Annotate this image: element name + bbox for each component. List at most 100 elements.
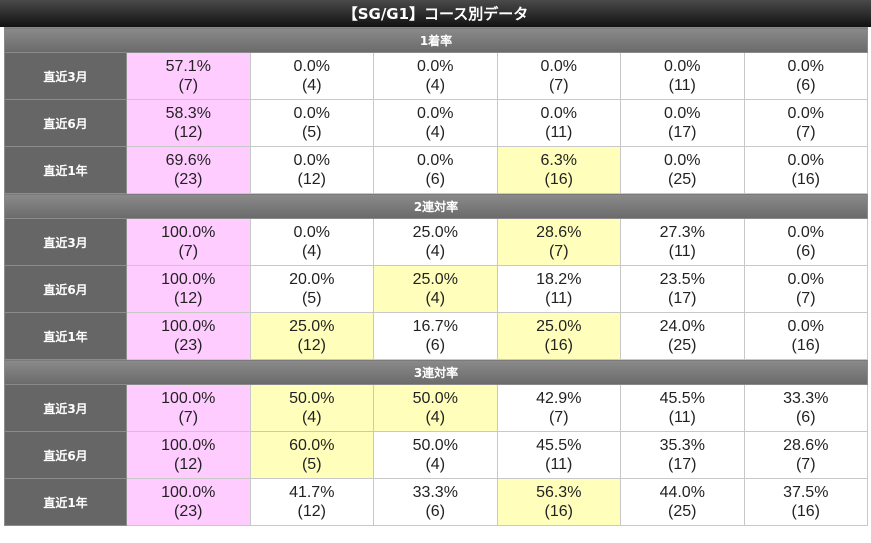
row-label: 直近3月 <box>4 384 127 432</box>
race-count: (17) <box>668 124 697 141</box>
race-count: (7) <box>178 243 199 260</box>
percentage-value: 0.0% <box>664 58 701 75</box>
race-count: (23) <box>174 337 203 354</box>
percentage-value: 58.3% <box>165 105 211 122</box>
stat-cell: 100.0% (12) <box>126 265 251 313</box>
stat-cell: 42.9% (7) <box>496 384 621 432</box>
table-row: 直近3月 57.1% (7) 0.0% (4) 0.0% (4) 0.0% (7) 0.0% (11… <box>4 52 868 100</box>
race-count: (6) <box>425 171 446 188</box>
race-count: (11) <box>545 290 573 307</box>
stat-cell: 58.3% (12) <box>126 99 251 147</box>
race-count: (11) <box>545 124 573 141</box>
stat-cell: 0.0% (7) <box>496 52 621 100</box>
race-count: (4) <box>301 77 322 94</box>
percentage-value: 33.3% <box>783 390 829 407</box>
race-count: (6) <box>425 503 446 520</box>
percentage-value: 0.0% <box>787 224 824 241</box>
percentage-value: 44.0% <box>659 484 705 501</box>
panel-title: 【SG/G1】コース別データ <box>0 0 871 27</box>
stat-cell: 56.3% (16) <box>496 478 621 526</box>
stat-cell: 100.0% (7) <box>126 384 251 432</box>
race-count: (12) <box>174 124 203 141</box>
race-count: (7) <box>178 409 199 426</box>
stat-cell: 0.0% (7) <box>743 99 868 147</box>
race-count: (23) <box>174 503 203 520</box>
percentage-value: 0.0% <box>417 58 454 75</box>
race-count: (7) <box>795 290 816 307</box>
stat-cell: 0.0% (6) <box>743 218 868 266</box>
percentage-value: 100.0% <box>161 318 216 335</box>
race-count: (16) <box>544 337 573 354</box>
race-count: (7) <box>548 243 569 260</box>
percentage-value: 50.0% <box>289 390 335 407</box>
race-count: (11) <box>668 77 696 94</box>
stat-cell: 0.0% (5) <box>249 99 374 147</box>
stat-cell: 0.0% (16) <box>743 312 868 360</box>
percentage-value: 25.0% <box>412 271 458 288</box>
race-count: (7) <box>795 124 816 141</box>
row-label: 直近6月 <box>4 431 127 479</box>
stat-cell: 0.0% (4) <box>249 52 374 100</box>
percentage-value: 69.6% <box>165 152 211 169</box>
percentage-value: 100.0% <box>161 484 216 501</box>
stat-cell: 60.0% (5) <box>249 431 374 479</box>
race-count: (25) <box>668 337 697 354</box>
stat-cell: 25.0% (16) <box>496 312 621 360</box>
percentage-value: 28.6% <box>783 437 829 454</box>
percentage-value: 56.3% <box>536 484 582 501</box>
race-count: (12) <box>297 171 326 188</box>
percentage-value: 100.0% <box>161 271 216 288</box>
section-title: 1着率 <box>4 27 868 53</box>
percentage-value: 45.5% <box>659 390 705 407</box>
stat-cell: 100.0% (7) <box>126 218 251 266</box>
stat-cell: 100.0% (23) <box>126 312 251 360</box>
percentage-value: 27.3% <box>659 224 705 241</box>
row-label: 直近1年 <box>4 478 127 526</box>
percentage-value: 0.0% <box>417 105 454 122</box>
table-row: 直近3月 100.0% (7) 50.0% (4) 50.0% (4) 42.9% (7) 45.… <box>4 384 868 432</box>
race-count: (11) <box>668 243 696 260</box>
stat-cell: 6.3% (16) <box>496 146 621 194</box>
percentage-value: 100.0% <box>161 224 216 241</box>
row-label: 直近6月 <box>4 265 127 313</box>
stat-cell: 23.5% (17) <box>620 265 745 313</box>
section-title: 3連対率 <box>4 359 868 385</box>
percentage-value: 0.0% <box>787 318 824 335</box>
percentage-value: 0.0% <box>540 105 577 122</box>
stat-cell: 100.0% (12) <box>126 431 251 479</box>
stat-cell: 16.7% (6) <box>373 312 498 360</box>
race-count: (25) <box>668 503 697 520</box>
stat-cell: 0.0% (11) <box>620 52 745 100</box>
stat-cell: 50.0% (4) <box>373 431 498 479</box>
race-count: (12) <box>297 337 326 354</box>
stat-cell: 25.0% (12) <box>249 312 374 360</box>
race-count: (4) <box>425 290 446 307</box>
race-count: (4) <box>301 243 322 260</box>
stat-cell: 57.1% (7) <box>126 52 251 100</box>
race-count: (4) <box>425 77 446 94</box>
percentage-value: 37.5% <box>783 484 829 501</box>
race-count: (6) <box>795 409 816 426</box>
percentage-value: 6.3% <box>540 152 577 169</box>
table-row: 直近6月 100.0% (12) 60.0% (5) 50.0% (4) 45.5% (11) 3… <box>4 431 868 479</box>
percentage-value: 33.3% <box>412 484 458 501</box>
row-label: 直近3月 <box>4 52 127 100</box>
race-count: (4) <box>425 124 446 141</box>
stat-cell: 0.0% (11) <box>496 99 621 147</box>
percentage-value: 0.0% <box>787 105 824 122</box>
stat-cell: 0.0% (25) <box>620 146 745 194</box>
percentage-value: 0.0% <box>787 271 824 288</box>
percentage-value: 0.0% <box>293 105 330 122</box>
race-count: (12) <box>174 290 203 307</box>
section-header-row: 3連対率 <box>4 359 868 385</box>
percentage-value: 0.0% <box>787 58 824 75</box>
stat-cell: 0.0% (4) <box>249 218 374 266</box>
race-count: (12) <box>174 456 203 473</box>
section-title: 2連対率 <box>4 193 868 219</box>
stat-cell: 20.0% (5) <box>249 265 374 313</box>
section-header-row: 2連対率 <box>4 193 868 219</box>
section-header-row: 1着率 <box>4 27 868 53</box>
table-row: 直近1年 69.6% (23) 0.0% (12) 0.0% (6) 6.3% (16) 0.0%… <box>4 146 868 194</box>
percentage-value: 18.2% <box>536 271 582 288</box>
